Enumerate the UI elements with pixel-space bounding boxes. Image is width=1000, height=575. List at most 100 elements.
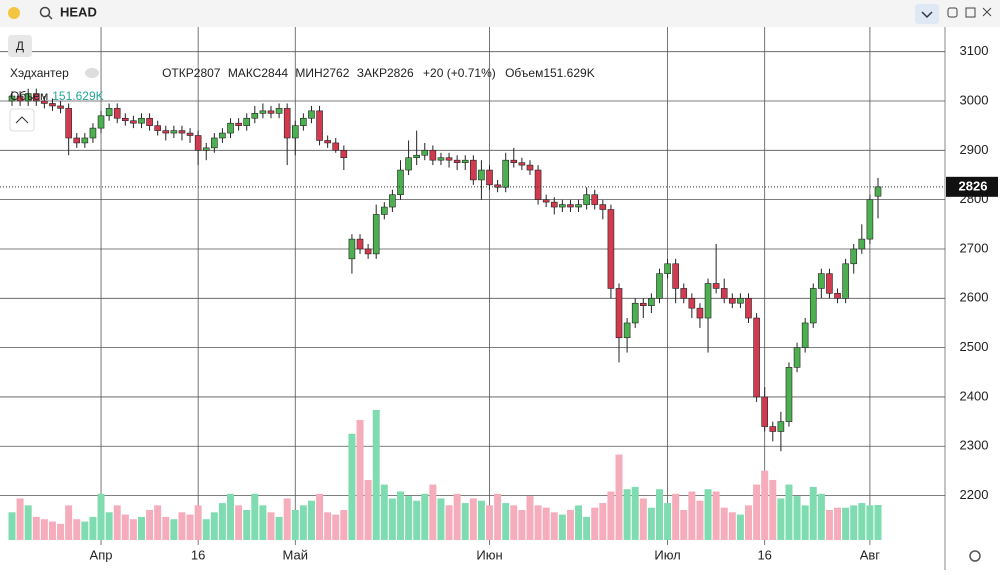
volume-bar bbox=[461, 503, 469, 540]
candle-body bbox=[421, 150, 429, 156]
legend-value: 2762 bbox=[323, 66, 350, 80]
candle-body bbox=[672, 263, 679, 289]
volume-bar bbox=[712, 491, 720, 540]
candle-body bbox=[437, 157, 445, 161]
volume-bar bbox=[388, 498, 396, 540]
candle-body bbox=[113, 108, 121, 119]
volume-bar bbox=[65, 505, 73, 540]
candle-body bbox=[89, 127, 97, 139]
instrument-name: Хэдхантер bbox=[10, 66, 69, 80]
candle-body bbox=[105, 108, 113, 117]
volume-bar bbox=[40, 519, 48, 540]
candle-body bbox=[615, 288, 623, 339]
volume-bar bbox=[32, 516, 40, 540]
volume-bar bbox=[607, 491, 615, 540]
volume-bar bbox=[137, 516, 145, 540]
candle-body bbox=[583, 194, 590, 205]
candle-body bbox=[405, 157, 412, 171]
candle-body bbox=[567, 204, 574, 208]
x-tick-label: Май bbox=[283, 547, 308, 562]
volume-bar bbox=[696, 500, 704, 540]
candle-body bbox=[170, 130, 178, 134]
collapse-button[interactable] bbox=[9, 108, 35, 132]
candle-body bbox=[826, 273, 833, 294]
candle-body bbox=[631, 302, 639, 324]
dropdown-button[interactable] bbox=[915, 4, 939, 24]
volume-bar bbox=[477, 500, 485, 540]
search-text[interactable]: HEAD bbox=[60, 4, 97, 19]
candle-body bbox=[97, 115, 105, 129]
volume-bar bbox=[194, 505, 202, 540]
period-button[interactable] bbox=[8, 35, 32, 57]
legend-label: МАКС bbox=[228, 66, 262, 80]
volume-bar bbox=[769, 479, 777, 540]
y-tick-label: 3100 bbox=[960, 43, 989, 58]
volume-bar bbox=[502, 503, 510, 540]
y-tick-label: 2700 bbox=[960, 240, 989, 255]
candle-body bbox=[211, 137, 218, 149]
candle-body bbox=[704, 283, 712, 319]
volume-bar bbox=[558, 514, 566, 540]
volume-bar bbox=[858, 503, 866, 540]
candle-body bbox=[761, 396, 768, 427]
candle-body bbox=[202, 147, 210, 151]
window-button[interactable] bbox=[965, 7, 976, 18]
y-tick-label: 2600 bbox=[960, 290, 989, 305]
candle-body bbox=[559, 204, 566, 208]
candle-body bbox=[57, 105, 64, 109]
volume-bar bbox=[842, 507, 850, 540]
candle-body bbox=[526, 164, 534, 171]
volume-bar bbox=[575, 505, 583, 540]
candle-body bbox=[510, 159, 518, 163]
candle-body bbox=[542, 199, 550, 203]
x-tick-label: 16 bbox=[757, 547, 771, 562]
legend-toggle[interactable] bbox=[85, 68, 99, 78]
volume-bar bbox=[494, 493, 502, 540]
volume-bar bbox=[728, 512, 736, 540]
volume-bar bbox=[745, 505, 753, 540]
volume-bar bbox=[753, 484, 761, 540]
candle-body bbox=[24, 93, 32, 102]
volume-bar bbox=[396, 491, 404, 540]
x-tick-label: Апр bbox=[90, 547, 113, 562]
candle-body bbox=[49, 103, 56, 107]
candle-body bbox=[518, 162, 526, 166]
x-tick-label: 16 bbox=[191, 547, 205, 562]
candle-body bbox=[494, 184, 501, 188]
volume-bar bbox=[615, 454, 623, 540]
volume-bar bbox=[445, 505, 453, 540]
candle-body bbox=[8, 95, 16, 102]
volume-bar bbox=[591, 507, 599, 540]
candle-body bbox=[138, 117, 145, 124]
candle-body bbox=[81, 137, 89, 144]
candle-body bbox=[478, 169, 485, 181]
volume-bar bbox=[243, 509, 251, 540]
volume-bar bbox=[324, 512, 332, 540]
x-tick-label: Июн bbox=[476, 547, 502, 562]
candle-body bbox=[809, 288, 817, 324]
volume-bar bbox=[348, 433, 356, 540]
window-button[interactable] bbox=[947, 7, 958, 18]
candle-body bbox=[372, 214, 380, 255]
candle-body bbox=[291, 125, 299, 139]
volume-bar bbox=[235, 505, 243, 540]
search-icon-handle bbox=[47, 14, 53, 20]
candle-body bbox=[470, 159, 477, 181]
candle-body bbox=[154, 125, 161, 131]
x-tick-label: Июл bbox=[654, 547, 680, 562]
volume-bar bbox=[777, 498, 785, 540]
candle-body bbox=[656, 273, 663, 299]
volume-bar bbox=[623, 489, 631, 540]
volume-bar bbox=[542, 507, 550, 540]
volume-bar bbox=[259, 505, 267, 540]
candle-body bbox=[251, 113, 259, 119]
volume-bar bbox=[372, 410, 380, 540]
candle-body bbox=[769, 426, 777, 432]
close-button[interactable] bbox=[982, 7, 992, 17]
volume-bar bbox=[850, 505, 858, 540]
volume-bar bbox=[664, 503, 672, 540]
legend: Хэдхантер ОТКР2807 МАКС2844 МИН2762 ЗАКР… bbox=[10, 66, 595, 80]
y-tick-label: 2500 bbox=[960, 339, 989, 354]
settings-button[interactable] bbox=[969, 550, 981, 562]
search-icon bbox=[39, 6, 51, 18]
